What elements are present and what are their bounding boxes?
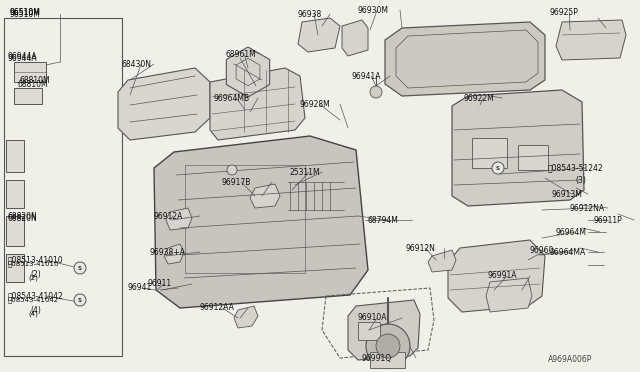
Polygon shape [166,208,192,230]
Bar [6,216,24,246]
Text: 96925P: 96925P [550,7,579,16]
Text: 25311M: 25311M [290,167,321,176]
Bar [4,18,122,356]
Polygon shape [227,47,269,97]
Text: (2): (2) [30,269,41,279]
Text: Ⓝ08513-41010: Ⓝ08513-41010 [8,256,63,264]
Circle shape [492,162,504,174]
Circle shape [366,324,410,368]
Text: Ⓝ08543-41042: Ⓝ08543-41042 [8,292,64,301]
Text: S: S [78,266,82,270]
Circle shape [74,262,86,274]
Text: 96510M: 96510M [10,10,41,19]
Bar [14,62,46,82]
Bar [6,140,24,172]
Polygon shape [428,250,456,272]
Text: 96944A: 96944A [8,54,38,62]
Text: 96510M: 96510M [10,7,41,16]
Polygon shape [448,240,545,312]
Bar [14,88,42,104]
Bar [472,138,507,168]
Text: 68820N: 68820N [8,212,38,221]
Text: 96922M: 96922M [464,93,495,103]
Bar [185,165,305,273]
Bar [518,145,548,170]
Text: 96960: 96960 [530,246,554,254]
Polygon shape [234,306,258,328]
Text: 96964MB: 96964MB [214,93,250,103]
Circle shape [370,86,382,98]
Text: 68820N: 68820N [8,214,38,222]
Text: 96930M: 96930M [358,6,389,15]
Text: 96913M: 96913M [552,189,583,199]
Polygon shape [250,184,280,208]
Bar [370,352,405,368]
Polygon shape [556,20,626,60]
Text: 96991Q: 96991Q [362,353,392,362]
Text: 96964M: 96964M [556,228,587,237]
Text: 96917B: 96917B [222,177,252,186]
Text: 96991A: 96991A [488,272,518,280]
Text: 68810M: 68810M [20,76,51,84]
Polygon shape [210,68,305,140]
Text: Ⓝ08513-41010: Ⓝ08513-41010 [8,261,60,267]
Text: (4): (4) [28,311,38,317]
Text: (3): (3) [575,176,586,185]
Text: S: S [496,166,500,170]
Bar [6,254,24,282]
Text: 68794M: 68794M [368,215,399,224]
Text: 68810M: 68810M [18,80,49,89]
Text: 96510M: 96510M [10,7,41,16]
Text: A969A006P: A969A006P [548,356,593,365]
Text: S: S [78,298,82,302]
Text: 96938+A: 96938+A [150,247,186,257]
Polygon shape [342,20,368,56]
Text: 68430N: 68430N [122,60,152,68]
Text: 96910A: 96910A [358,314,387,323]
Text: (4): (4) [30,305,41,314]
Text: 96911P: 96911P [594,215,623,224]
Polygon shape [348,300,420,360]
Text: 96912AA: 96912AA [200,304,235,312]
Text: 96941: 96941 [128,283,152,292]
Polygon shape [486,278,532,312]
Bar [358,322,380,340]
Text: 68961M: 68961M [225,49,256,58]
Polygon shape [298,18,340,52]
Text: 96912N: 96912N [406,244,436,253]
Text: 96944A: 96944A [8,51,38,61]
Polygon shape [118,68,210,140]
Text: Ⓝ08543-51242: Ⓝ08543-51242 [548,164,604,173]
Circle shape [227,165,237,175]
Text: Ⓝ08543-41042: Ⓝ08543-41042 [8,297,59,303]
Polygon shape [164,244,184,264]
Text: 96938: 96938 [298,10,323,19]
Polygon shape [452,90,584,206]
Circle shape [74,294,86,306]
Polygon shape [154,136,368,308]
Text: 96964MA: 96964MA [550,247,586,257]
Text: 96912A: 96912A [154,212,184,221]
Text: (2): (2) [28,275,38,281]
Polygon shape [385,22,545,96]
Bar [6,180,24,208]
Text: 96928M: 96928M [300,99,331,109]
Circle shape [376,334,400,358]
Text: 96911: 96911 [148,279,172,289]
Text: 96912NA: 96912NA [570,203,605,212]
Text: 96941A: 96941A [352,71,381,80]
